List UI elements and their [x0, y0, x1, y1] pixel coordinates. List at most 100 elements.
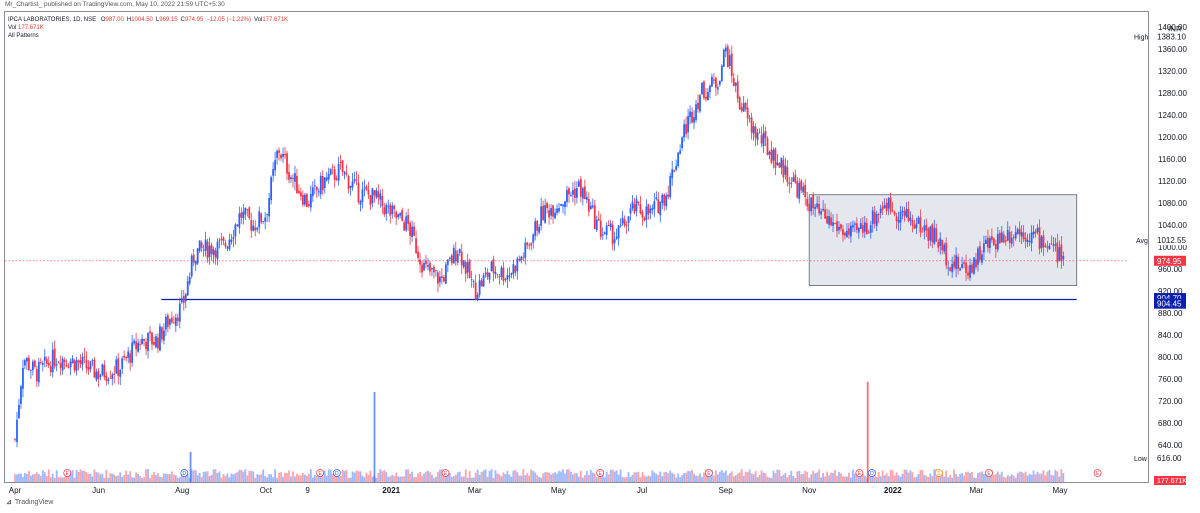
- volume-bar: [647, 475, 650, 482]
- candle-body: [319, 175, 322, 195]
- candle-body: [486, 271, 489, 277]
- event-marker-icon[interactable]: [316, 469, 325, 477]
- volume-bar: [377, 472, 380, 482]
- volume-bar: [945, 470, 948, 482]
- candle-body: [722, 49, 725, 67]
- volume-bar: [665, 471, 668, 482]
- candle-body: [458, 249, 461, 253]
- volume-bar: [264, 476, 267, 482]
- candle-body: [532, 234, 535, 243]
- volume-bar: [1058, 476, 1061, 482]
- candle-body: [377, 191, 380, 198]
- event-marker-icon[interactable]: [855, 469, 864, 477]
- volume-bar: [849, 477, 852, 482]
- indicator-name[interactable]: All Patterns: [8, 33, 39, 39]
- event-marker-icon[interactable]: [985, 469, 993, 477]
- volume-bar: [26, 473, 28, 482]
- candle-body: [462, 260, 465, 268]
- volume-bar: [395, 472, 398, 482]
- volume-bar: [826, 471, 828, 482]
- candle-body: [1044, 245, 1047, 247]
- candle-body: [903, 211, 906, 217]
- volume-bar: [151, 474, 153, 482]
- candle-body: [266, 214, 269, 216]
- candle-body: [95, 372, 98, 381]
- volume-bar: [363, 477, 366, 482]
- event-marker-icon[interactable]: [332, 469, 341, 477]
- event-marker-icon[interactable]: [1093, 469, 1102, 477]
- candle-body: [27, 357, 30, 370]
- candle-body: [47, 362, 50, 366]
- candle-body: [226, 247, 229, 249]
- volume-bar: [673, 473, 676, 482]
- candle-body: [145, 341, 147, 350]
- candle-body: [986, 237, 989, 248]
- volume-bar: [941, 470, 944, 482]
- candle-body: [981, 254, 983, 263]
- event-marker-icon[interactable]: [441, 469, 450, 477]
- volume-bar: [933, 469, 936, 482]
- volume-bar: [714, 470, 717, 482]
- volume-bar: [335, 475, 338, 482]
- volume-bar: [466, 477, 469, 482]
- candle-body: [1028, 240, 1031, 242]
- candle-body: [339, 161, 342, 163]
- candle-body: [431, 268, 433, 270]
- candle-body: [953, 261, 956, 268]
- volume-bar: [198, 472, 201, 482]
- event-marker-icon[interactable]: [934, 469, 943, 477]
- volume-bar: [846, 476, 848, 482]
- volume-bar: [137, 473, 140, 482]
- volume-bar: [248, 470, 251, 482]
- candle-body: [794, 174, 797, 183]
- volume-bar: [961, 473, 963, 482]
- volume-bar: [347, 477, 350, 482]
- event-marker-icon[interactable]: [180, 469, 189, 477]
- volume-bar: [210, 474, 213, 482]
- volume-bar: [1032, 470, 1035, 482]
- y-tick-label: 1000.00: [1158, 243, 1187, 252]
- volume-bar: [200, 477, 203, 482]
- candle-body: [929, 226, 932, 241]
- symbol-title[interactable]: IPCA LABORATORIES, 1D, NSE: [8, 17, 97, 23]
- volume-bar: [796, 471, 799, 482]
- candle-body: [546, 202, 549, 209]
- candle-body: [699, 95, 701, 112]
- volume-bar: [1048, 469, 1051, 482]
- event-marker-letter: D: [870, 471, 874, 477]
- volume-bar: [566, 469, 568, 482]
- event-marker-icon[interactable]: [868, 469, 876, 477]
- y-tick-label: 760.00: [1158, 375, 1183, 384]
- candle-body: [917, 217, 920, 224]
- volume-bar: [93, 469, 96, 482]
- candle-body: [703, 81, 705, 98]
- volume-bar: [806, 472, 809, 482]
- candle-body: [252, 225, 255, 231]
- candle-body: [806, 198, 809, 207]
- candle-body: [788, 182, 791, 185]
- volume-bar: [996, 471, 999, 482]
- event-marker-icon[interactable]: [596, 469, 605, 477]
- volume-bar: [37, 474, 40, 482]
- candle-body: [554, 212, 556, 219]
- candle-body: [446, 259, 449, 265]
- volume-bar: [554, 472, 556, 482]
- event-marker-icon[interactable]: [704, 469, 713, 477]
- volume-bar: [998, 474, 1001, 482]
- event-marker-icon[interactable]: [63, 469, 72, 477]
- candle-body: [16, 419, 18, 443]
- candle-body: [202, 249, 205, 251]
- volume-bar: [568, 469, 570, 482]
- candle-body: [478, 280, 481, 295]
- candle-body: [155, 336, 157, 348]
- ohlc-label-5: Vol: [254, 17, 263, 23]
- candle-body: [363, 187, 366, 189]
- candle-body: [800, 180, 803, 191]
- candle-body: [1024, 237, 1027, 242]
- volume-bar: [812, 470, 815, 482]
- candle-body: [262, 221, 265, 222]
- volume-bar: [341, 469, 344, 482]
- candle-body: [137, 342, 140, 352]
- volume-bar: [484, 469, 487, 482]
